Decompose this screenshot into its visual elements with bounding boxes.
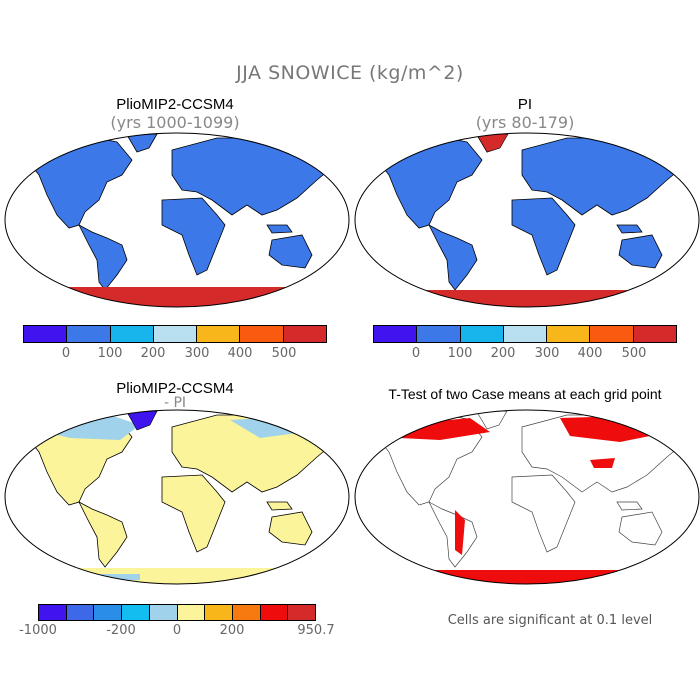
cb2-tick: 0 <box>411 346 421 361</box>
colorbar-swatch <box>153 326 198 342</box>
colorbar-swatch <box>177 605 206 620</box>
cb3-tick: 200 <box>219 623 245 638</box>
colorbar-panel-3 <box>38 604 316 621</box>
panel1-subtitle: (yrs 1000-1099) <box>110 113 240 132</box>
cb3-tick: 950.7 <box>297 623 335 638</box>
cb2-tick: 100 <box>447 346 473 361</box>
cb1-tick: 200 <box>140 346 166 361</box>
colorbar-swatch <box>288 605 316 620</box>
panel2-subtitle: (yrs 80-179) <box>475 113 575 132</box>
cb1-tick: 100 <box>97 346 123 361</box>
cb2-tick: 200 <box>490 346 516 361</box>
colorbar-swatch <box>260 605 289 620</box>
colorbar-swatch <box>590 326 634 342</box>
colorbar-swatch <box>374 326 418 342</box>
colorbar-swatch <box>633 326 676 342</box>
colorbar-swatch <box>94 605 123 620</box>
colorbar-swatch <box>110 326 154 342</box>
colorbar-swatch <box>417 326 461 342</box>
cb2-tick: 500 <box>621 346 647 361</box>
panel3-title: PlioMIP2-CCSM4 <box>116 380 234 397</box>
panel3-subtitle: - PI <box>163 395 187 411</box>
cb3-tick: -200 <box>106 623 136 638</box>
colorbar-panel-1 <box>23 325 327 343</box>
colorbar-swatch <box>205 605 233 620</box>
colorbar-swatch <box>39 605 67 620</box>
cb2-tick: 400 <box>577 346 603 361</box>
colorbar-swatch <box>460 326 504 342</box>
colorbar-panel-2 <box>373 325 677 343</box>
figure-title: JJA SNOWICE (kg/m^2) <box>236 62 464 84</box>
panel1-title: PlioMIP2-CCSM4 <box>116 96 234 113</box>
significance-note: Cells are significant at 0.1 level <box>447 613 653 628</box>
panel4-title: T-Test of two Case means at each grid po… <box>388 386 662 402</box>
cb1-tick: 0 <box>61 346 71 361</box>
cb2-tick: 300 <box>534 346 560 361</box>
panel2-title: PI <box>517 96 533 113</box>
cb3-tick: 0 <box>172 623 182 638</box>
colorbar-swatch <box>66 605 95 620</box>
cb1-tick: 300 <box>184 346 210 361</box>
colorbar-swatch <box>122 605 150 620</box>
colorbar-swatch <box>24 326 68 342</box>
colorbar-swatch <box>232 605 261 620</box>
colorbar-swatch <box>283 326 326 342</box>
colorbar-swatch <box>503 326 548 342</box>
cb1-tick: 400 <box>227 346 253 361</box>
cb3-tick: -1000 <box>19 623 57 638</box>
colorbar-swatch <box>547 326 591 342</box>
colorbar-swatch <box>240 326 284 342</box>
colorbar-swatch <box>67 326 111 342</box>
cb1-tick: 500 <box>271 346 297 361</box>
colorbar-swatch <box>197 326 241 342</box>
colorbar-swatch <box>149 605 178 620</box>
